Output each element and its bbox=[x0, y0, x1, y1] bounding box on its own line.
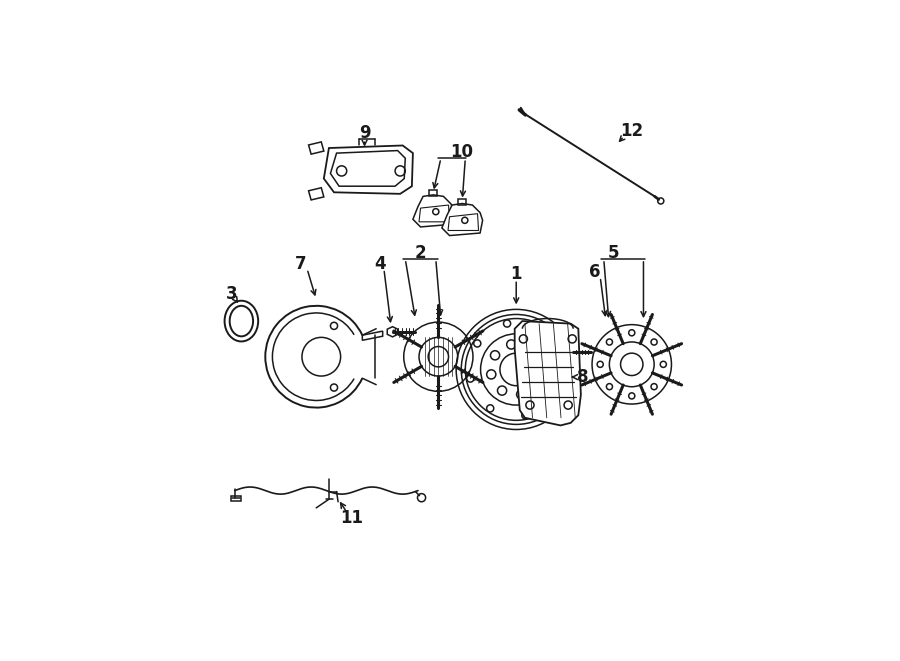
Polygon shape bbox=[330, 151, 405, 186]
Circle shape bbox=[418, 494, 426, 502]
Text: 1: 1 bbox=[510, 265, 522, 283]
Text: 2: 2 bbox=[415, 245, 427, 262]
Circle shape bbox=[658, 198, 664, 204]
Bar bbox=[458, 199, 466, 205]
Text: 10: 10 bbox=[450, 143, 472, 161]
Text: 4: 4 bbox=[374, 254, 385, 272]
Polygon shape bbox=[413, 195, 454, 227]
Text: 3: 3 bbox=[225, 285, 237, 303]
Bar bbox=[429, 190, 437, 196]
Text: 8: 8 bbox=[577, 368, 588, 386]
Text: 6: 6 bbox=[589, 262, 600, 281]
Text: 11: 11 bbox=[340, 509, 364, 527]
Polygon shape bbox=[442, 204, 482, 235]
Circle shape bbox=[456, 309, 576, 430]
Text: 7: 7 bbox=[295, 254, 307, 272]
Polygon shape bbox=[324, 145, 413, 194]
Text: 9: 9 bbox=[359, 124, 371, 141]
Text: 12: 12 bbox=[620, 122, 643, 140]
Polygon shape bbox=[515, 321, 580, 426]
Text: 5: 5 bbox=[608, 245, 620, 262]
